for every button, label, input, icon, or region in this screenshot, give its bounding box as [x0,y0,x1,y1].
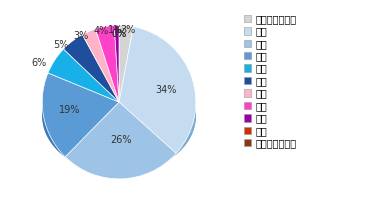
Polygon shape [65,141,176,173]
Polygon shape [176,102,196,154]
Wedge shape [42,73,119,157]
Text: 26%: 26% [110,135,131,145]
Ellipse shape [42,58,196,173]
Text: 19%: 19% [60,105,81,115]
Wedge shape [83,29,119,102]
Text: 4%: 4% [94,26,109,36]
Text: 34%: 34% [156,85,177,95]
Text: 6%: 6% [31,58,46,68]
Text: 3%: 3% [120,25,136,35]
Polygon shape [42,102,65,157]
Text: 0%: 0% [111,29,127,39]
Text: 3%: 3% [74,31,89,41]
Text: 1%: 1% [108,25,124,35]
Wedge shape [63,35,119,102]
Wedge shape [119,27,196,153]
Text: 0%: 0% [111,29,127,39]
Legend: ０割（いない）, １割, ２割, ３割, ４割, ５割, ６割, ７割, ８割, ９割, １０割（全員）: ０割（いない）, １割, ２割, ３割, ４割, ５割, ６割, ７割, ８割,… [244,14,296,148]
Wedge shape [114,25,119,102]
Wedge shape [96,25,119,102]
Wedge shape [65,102,176,179]
Wedge shape [48,49,119,102]
Text: 5%: 5% [53,40,68,50]
Wedge shape [119,25,133,102]
